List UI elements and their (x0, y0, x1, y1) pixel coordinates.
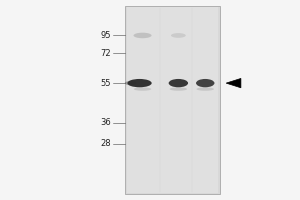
Text: 36: 36 (100, 118, 111, 127)
Ellipse shape (134, 87, 151, 91)
Ellipse shape (128, 79, 152, 87)
Text: 55: 55 (101, 79, 111, 88)
Ellipse shape (169, 87, 187, 91)
Text: 95: 95 (101, 31, 111, 40)
Ellipse shape (134, 33, 152, 38)
Text: 28: 28 (100, 139, 111, 148)
Bar (125, 6, 220, 194)
Ellipse shape (125, 81, 136, 85)
Ellipse shape (196, 79, 214, 87)
Polygon shape (226, 78, 241, 88)
Ellipse shape (171, 33, 186, 38)
Text: 72: 72 (100, 49, 111, 58)
Bar (127, 7, 218, 193)
Ellipse shape (196, 87, 214, 91)
Ellipse shape (169, 79, 188, 87)
